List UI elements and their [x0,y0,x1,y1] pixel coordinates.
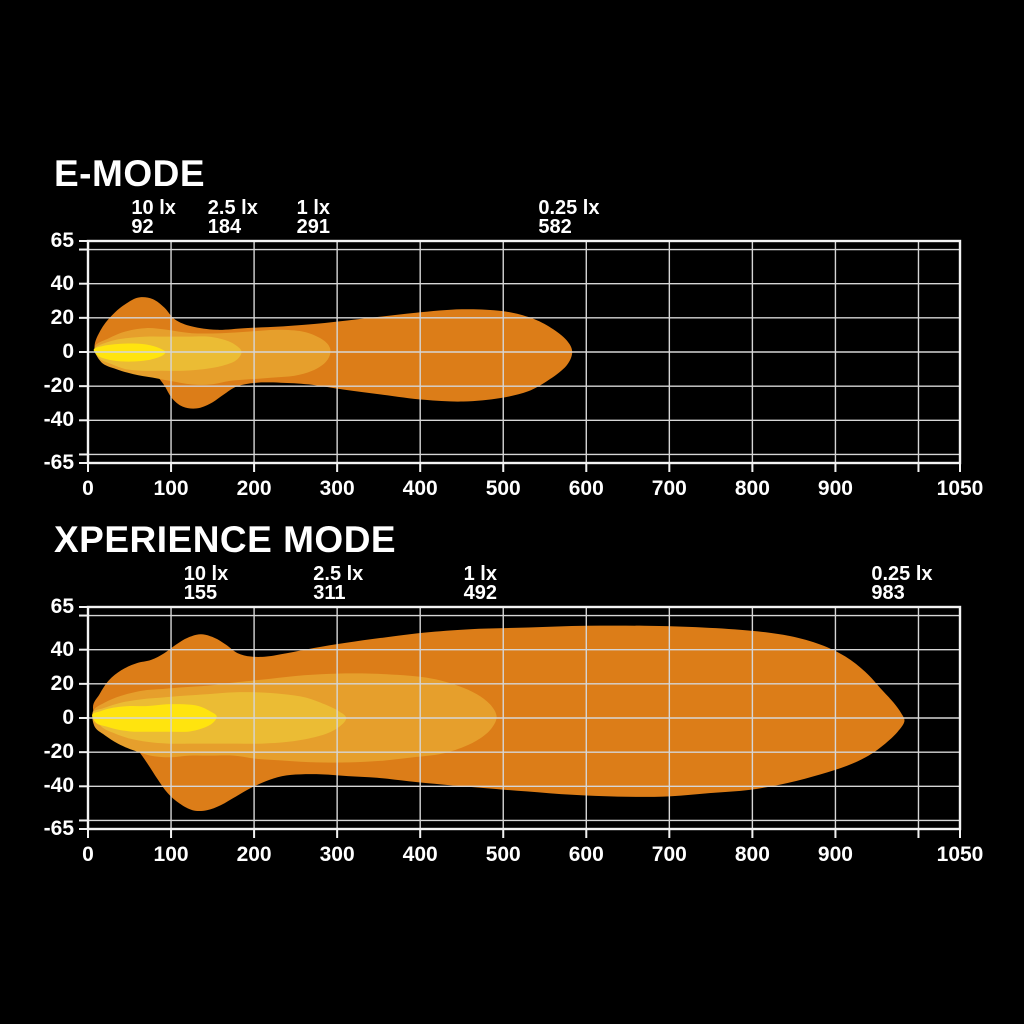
distance-value: 311 [313,582,346,604]
x-tick-label: 500 [485,477,521,500]
x-tick-label: 0 [82,477,94,500]
x-tick-label: 400 [402,477,438,500]
distance-value: 983 [871,582,905,604]
isolux-marker-x-0.25lx: 0.25 lx 983 [871,563,933,604]
x-tick-label: 100 [153,843,189,866]
lux-value: 1 lx [463,563,497,585]
x-tick-label: 600 [568,843,604,866]
y-tick-label: -40 [43,408,74,432]
y-tick-label: 0 [62,706,74,729]
chart-title-e-mode: E-MODE [54,153,205,194]
distance-value: 92 [131,216,154,238]
y-tick-label: 65 [50,229,74,252]
isolux-marker-e-0.25lx: 0.25 lx 582 [538,197,600,238]
x-tick-label: 600 [568,477,604,500]
chart-0 [79,239,962,472]
y-tick-label: -20 [43,740,74,764]
distance-value: 184 [207,216,242,238]
x-tick-label: 900 [817,843,853,866]
lux-value: 0.25 lx [538,197,600,219]
isolux-marker-e-2.5lx: 2.5 lx 184 [207,197,258,238]
distance-value: 582 [538,216,572,238]
x-tick-label: 800 [734,477,770,500]
chart-1 [79,605,962,838]
isolux-marker-e-10lx: 10 lx 92 [131,197,176,238]
x-tick-label: 300 [319,477,355,500]
lux-value: 1 lx [296,197,331,219]
y-tick-label: 20 [50,305,74,329]
x-tick-label: 300 [319,843,355,866]
distance-value: 291 [296,216,331,238]
y-tick-label: 40 [50,271,74,295]
x-tick-label: 1050 [936,843,984,866]
x-tick-label: 1050 [936,477,984,500]
lux-value: 0.25 lx [871,563,933,585]
x-tick-label: 700 [651,477,687,500]
y-tick-label: -40 [43,774,74,798]
isolux-marker-e-1lx: 1 lx 291 [296,197,331,238]
isolux-marker-x-1lx: 1 lx 492 [463,563,497,604]
y-tick-label: 20 [50,671,74,695]
x-tick-label: 400 [402,843,438,866]
lux-value: 10 lx [183,563,229,585]
x-tick-label: 800 [734,843,770,866]
y-tick-label: 40 [50,637,74,661]
y-tick-label: 65 [50,595,74,618]
y-tick-label: -65 [43,817,74,840]
chart-title-xperience-mode: XPERIENCE MODE [54,519,397,560]
x-tick-label: 900 [817,477,853,500]
x-tick-label: 700 [651,843,687,866]
distance-value: 155 [183,582,218,604]
x-tick-label: 0 [82,843,94,866]
isolux-marker-x-10lx: 10 lx 155 [183,563,229,604]
x-tick-label: 100 [153,477,189,500]
x-tick-label: 500 [485,843,521,866]
distance-value: 492 [463,582,497,604]
isolux-marker-x-2.5lx: 2.5 lx 311 [313,563,364,604]
y-tick-label: -20 [43,374,74,398]
lux-value: 2.5 lx [207,197,258,219]
x-tick-label: 200 [236,843,272,866]
y-tick-label: -65 [43,451,74,474]
y-tick-label: 0 [62,340,74,363]
lux-value: 2.5 lx [313,563,364,585]
x-tick-label: 200 [236,477,272,500]
lux-value: 10 lx [131,197,176,219]
